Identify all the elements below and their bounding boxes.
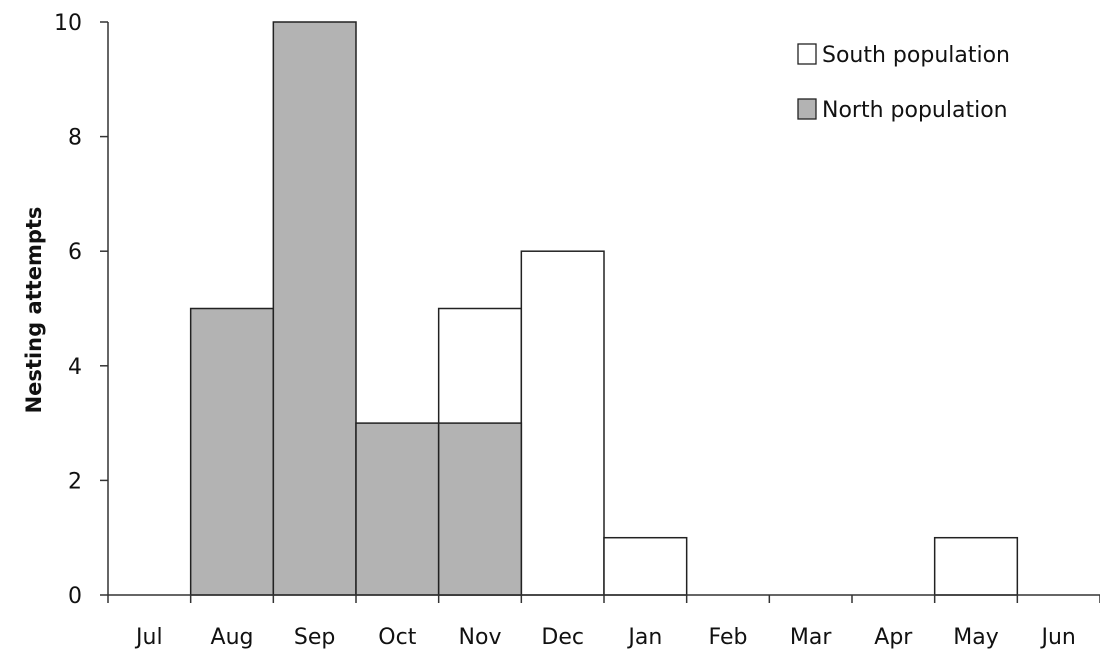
- x-tick-label: Sep: [294, 625, 335, 650]
- bar-north-sep: [272, 21, 357, 596]
- x-tick-label: Jun: [1039, 625, 1075, 650]
- x-ticks: Jul Aug Sep Oct Nov Dec Jan Feb Mar Apr May Jun: [107, 595, 1100, 650]
- x-tick-label: Jan: [626, 625, 662, 650]
- x-tick-label: Jul: [134, 625, 163, 650]
- bar-south-jan: [603, 536, 688, 596]
- x-tick-label: Apr: [874, 625, 913, 650]
- x-tick-label: May: [953, 625, 998, 650]
- legend: South population North population: [797, 43, 1010, 123]
- bar-south-may: [933, 536, 1019, 596]
- y-axis-title: Nesting attempts: [22, 207, 46, 414]
- legend-swatch-south: [797, 43, 817, 65]
- bar-south-dec: [520, 250, 605, 596]
- x-tick-label: Nov: [459, 625, 502, 650]
- bar-north-nov: [437, 422, 523, 596]
- x-tick-label: Mar: [790, 625, 832, 650]
- x-tick-label: Aug: [211, 625, 254, 650]
- legend-label-south: South population: [822, 43, 1010, 68]
- legend-swatch-north: [797, 98, 817, 120]
- y-tick-label: 6: [68, 240, 82, 265]
- x-tick-label: Dec: [541, 625, 584, 650]
- y-tick-label: 8: [68, 126, 82, 151]
- x-tick-label: Feb: [709, 625, 748, 650]
- y-tick-label: 10: [54, 11, 82, 36]
- bar-north-oct: [355, 422, 440, 596]
- y-tick-label: 0: [68, 584, 82, 609]
- y-ticks: 0 2 4 6 8 10: [54, 11, 108, 609]
- y-tick-label: 2: [68, 469, 82, 494]
- legend-label-north: North population: [822, 98, 1008, 123]
- bars-layer: [189, 21, 1019, 596]
- x-tick-label: Oct: [378, 625, 416, 650]
- bar-north-aug: [189, 307, 275, 596]
- y-tick-label: 4: [68, 355, 82, 380]
